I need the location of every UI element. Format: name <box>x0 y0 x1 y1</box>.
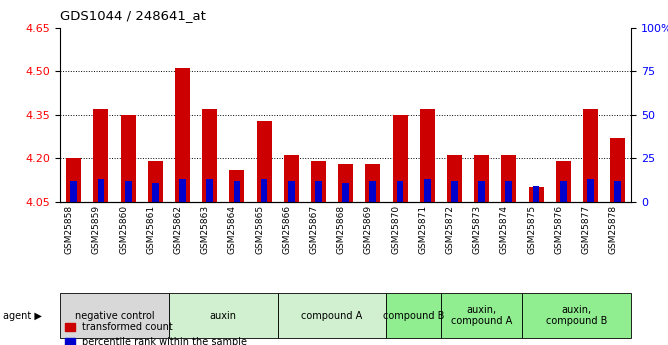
Text: GDS1044 / 248641_at: GDS1044 / 248641_at <box>60 9 206 22</box>
Bar <box>229 170 244 202</box>
Legend: transformed count, percentile rank within the sample: transformed count, percentile rank withi… <box>65 322 247 345</box>
Text: compound A: compound A <box>301 311 363 321</box>
Bar <box>66 158 81 202</box>
Text: GSM25869: GSM25869 <box>364 205 373 254</box>
Bar <box>615 181 621 202</box>
Bar <box>315 181 322 202</box>
Bar <box>528 187 544 202</box>
Text: GSM25872: GSM25872 <box>446 205 454 254</box>
Bar <box>610 138 625 202</box>
Text: GSM25860: GSM25860 <box>119 205 128 254</box>
Bar <box>478 181 485 202</box>
Bar <box>532 186 540 202</box>
Bar <box>583 109 598 202</box>
Bar <box>121 115 136 202</box>
Bar <box>338 164 353 202</box>
Text: GSM25867: GSM25867 <box>309 205 319 254</box>
Bar <box>206 179 213 202</box>
Text: GSM25874: GSM25874 <box>500 205 509 254</box>
Text: GSM25878: GSM25878 <box>609 205 618 254</box>
Bar <box>94 109 108 202</box>
Text: GSM25875: GSM25875 <box>527 205 536 254</box>
Bar <box>420 109 435 202</box>
Text: GSM25877: GSM25877 <box>581 205 591 254</box>
Text: GSM25876: GSM25876 <box>554 205 563 254</box>
Text: GSM25858: GSM25858 <box>65 205 73 254</box>
Bar <box>474 155 489 202</box>
Bar <box>393 115 407 202</box>
Bar <box>125 181 132 202</box>
Bar <box>152 183 159 202</box>
Bar <box>587 179 594 202</box>
Bar <box>179 179 186 202</box>
Bar <box>148 161 163 202</box>
Text: GSM25870: GSM25870 <box>391 205 400 254</box>
Bar <box>342 183 349 202</box>
Text: auxin: auxin <box>210 311 236 321</box>
Text: GSM25873: GSM25873 <box>473 205 482 254</box>
Bar <box>369 181 376 202</box>
Bar <box>288 181 295 202</box>
Bar <box>424 179 431 202</box>
Text: negative control: negative control <box>75 311 154 321</box>
Text: auxin,
compound A: auxin, compound A <box>451 305 512 326</box>
Bar <box>447 155 462 202</box>
Bar <box>257 120 272 202</box>
Bar <box>202 109 217 202</box>
Text: GSM25864: GSM25864 <box>228 205 237 254</box>
Text: GSM25865: GSM25865 <box>255 205 264 254</box>
Text: GSM25861: GSM25861 <box>146 205 155 254</box>
Text: agent ▶: agent ▶ <box>3 311 42 321</box>
Bar <box>311 161 326 202</box>
Bar <box>556 161 570 202</box>
Text: GSM25863: GSM25863 <box>200 205 210 254</box>
Text: auxin,
compound B: auxin, compound B <box>546 305 608 326</box>
Text: GSM25871: GSM25871 <box>418 205 428 254</box>
Bar <box>70 181 77 202</box>
Bar <box>234 181 240 202</box>
Bar <box>98 179 104 202</box>
Bar <box>284 155 299 202</box>
Text: GSM25862: GSM25862 <box>174 205 182 254</box>
Text: GSM25868: GSM25868 <box>337 205 346 254</box>
Bar <box>261 179 267 202</box>
Bar <box>365 164 380 202</box>
Bar <box>175 68 190 202</box>
Text: GSM25859: GSM25859 <box>92 205 101 254</box>
Text: GSM25866: GSM25866 <box>283 205 291 254</box>
Text: compound B: compound B <box>383 311 444 321</box>
Bar <box>560 181 566 202</box>
Bar <box>451 181 458 202</box>
Bar <box>397 181 403 202</box>
Bar <box>502 155 516 202</box>
Bar <box>506 181 512 202</box>
